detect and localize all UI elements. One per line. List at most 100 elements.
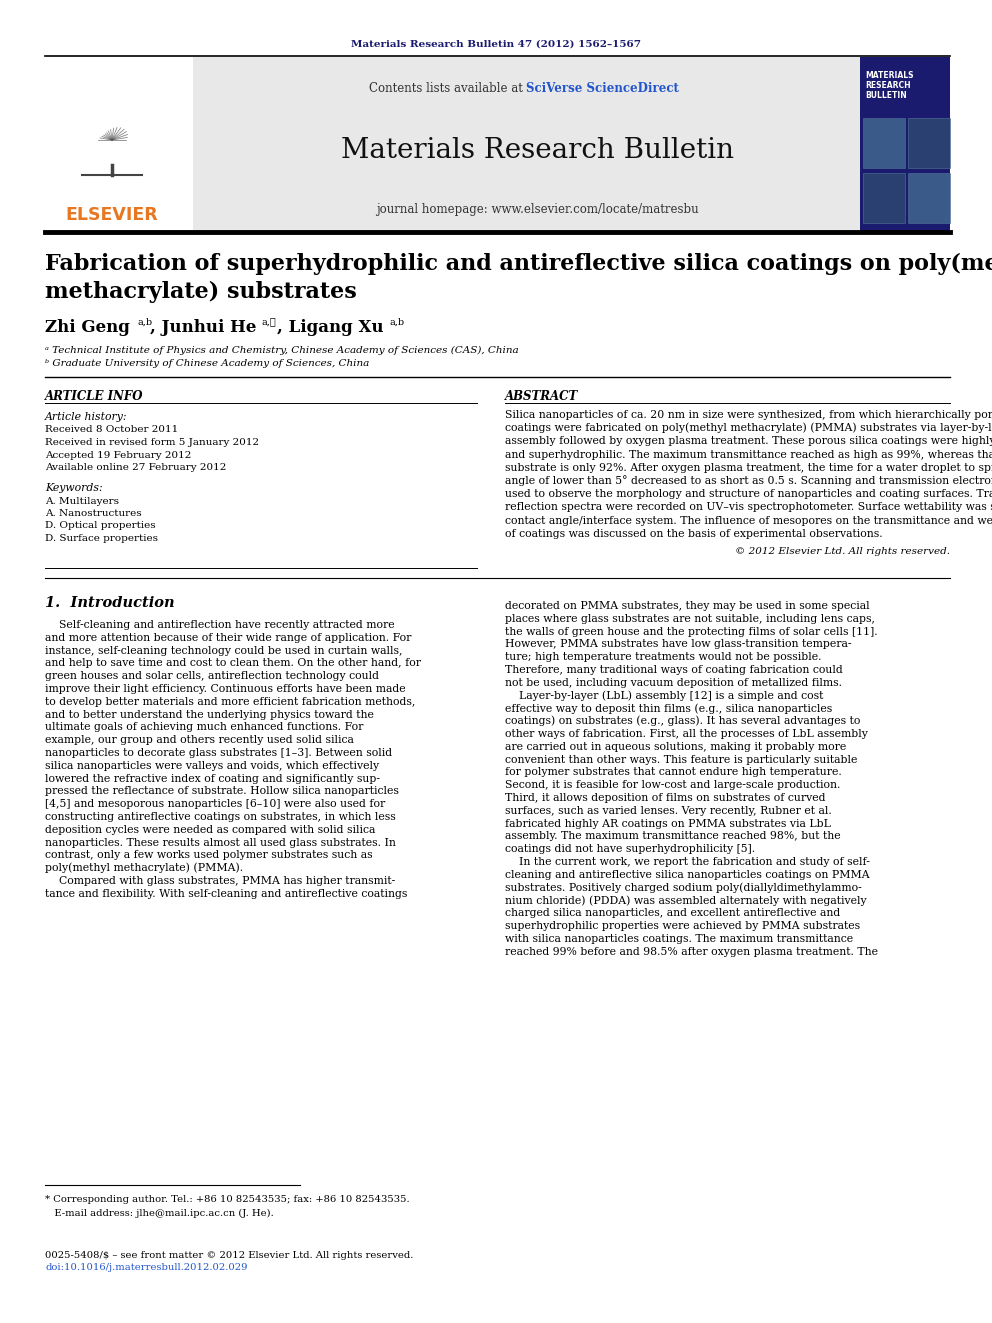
Text: 0025-5408/$ – see front matter © 2012 Elsevier Ltd. All rights reserved.: 0025-5408/$ – see front matter © 2012 El…	[45, 1250, 414, 1259]
Text: Therefore, many traditional ways of coating fabrication could: Therefore, many traditional ways of coat…	[505, 665, 843, 675]
Text: and help to save time and cost to clean them. On the other hand, for: and help to save time and cost to clean …	[45, 659, 421, 668]
Text: assembly. The maximum transmittance reached 98%, but the: assembly. The maximum transmittance reac…	[505, 831, 840, 841]
Text: green houses and solar cells, antireflection technology could: green houses and solar cells, antireflec…	[45, 671, 379, 681]
Text: In the current work, we report the fabrication and study of self-: In the current work, we report the fabri…	[505, 857, 870, 867]
Text: © 2012 Elsevier Ltd. All rights reserved.: © 2012 Elsevier Ltd. All rights reserved…	[735, 546, 950, 556]
Text: cleaning and antireflective silica nanoparticles coatings on PMMA: cleaning and antireflective silica nanop…	[505, 869, 870, 880]
Text: charged silica nanoparticles, and excellent antireflective and: charged silica nanoparticles, and excell…	[505, 908, 840, 918]
Text: substrate is only 92%. After oxygen plasma treatment, the time for a water dropl: substrate is only 92%. After oxygen plas…	[505, 463, 992, 472]
Text: for polymer substrates that cannot endure high temperature.: for polymer substrates that cannot endur…	[505, 767, 842, 778]
Text: D. Optical properties: D. Optical properties	[45, 521, 156, 531]
Bar	[860, 57, 950, 232]
Text: journal homepage: www.elsevier.com/locate/matresbu: journal homepage: www.elsevier.com/locat…	[376, 204, 698, 217]
Text: , Ligang Xu: , Ligang Xu	[277, 319, 384, 336]
Text: places where glass substrates are not suitable, including lens caps,: places where glass substrates are not su…	[505, 614, 875, 624]
Text: 1.  Introduction: 1. Introduction	[45, 595, 175, 610]
Text: A. Nanostructures: A. Nanostructures	[45, 509, 142, 519]
Text: reflection spectra were recorded on UV–vis spectrophotometer. Surface wettabilit: reflection spectra were recorded on UV–v…	[505, 503, 992, 512]
Text: contact angle/interface system. The influence of mesopores on the transmittance : contact angle/interface system. The infl…	[505, 516, 992, 525]
Bar	[863, 118, 905, 168]
Text: [4,5] and mesoporous nanoparticles [6–10] were also used for: [4,5] and mesoporous nanoparticles [6–10…	[45, 799, 385, 810]
Text: Received in revised form 5 January 2012: Received in revised form 5 January 2012	[45, 438, 259, 447]
Text: BULLETIN: BULLETIN	[865, 90, 907, 99]
Text: However, PMMA substrates have low glass-transition tempera-: However, PMMA substrates have low glass-…	[505, 639, 851, 650]
Text: tance and flexibility. With self-cleaning and antireflective coatings: tance and flexibility. With self-cleanin…	[45, 889, 408, 898]
Text: Available online 27 February 2012: Available online 27 February 2012	[45, 463, 226, 472]
Text: and to better understand the underlying physics toward the: and to better understand the underlying …	[45, 709, 374, 720]
Text: MATERIALS: MATERIALS	[865, 70, 914, 79]
Text: other ways of fabrication. First, all the processes of LbL assembly: other ways of fabrication. First, all th…	[505, 729, 868, 740]
Bar	[45, 57, 950, 232]
Text: coatings were fabricated on poly(methyl methacrylate) (PMMA) substrates via laye: coatings were fabricated on poly(methyl …	[505, 423, 992, 434]
Text: constructing antireflective coatings on substrates, in which less: constructing antireflective coatings on …	[45, 812, 396, 822]
Bar	[863, 173, 905, 224]
Text: substrates. Positively charged sodium poly(diallyldimethylammo-: substrates. Positively charged sodium po…	[505, 882, 862, 893]
Text: Received 8 October 2011: Received 8 October 2011	[45, 426, 179, 434]
Text: ᵇ Graduate University of Chinese Academy of Sciences, China: ᵇ Graduate University of Chinese Academy…	[45, 360, 369, 369]
Text: nium chloride) (PDDA) was assembled alternately with negatively: nium chloride) (PDDA) was assembled alte…	[505, 896, 867, 906]
Text: assembly followed by oxygen plasma treatment. These porous silica coatings were : assembly followed by oxygen plasma treat…	[505, 437, 992, 446]
Text: Fabrication of superhydrophilic and antireflective silica coatings on poly(methy: Fabrication of superhydrophilic and anti…	[45, 253, 992, 275]
Text: silica nanoparticles were valleys and voids, which effectively: silica nanoparticles were valleys and vo…	[45, 761, 379, 771]
Text: ultimate goals of achieving much enhanced functions. For: ultimate goals of achieving much enhance…	[45, 722, 363, 733]
Text: D. Surface properties: D. Surface properties	[45, 534, 158, 542]
Text: a,b: a,b	[137, 318, 152, 327]
Text: and more attention because of their wide range of application. For: and more attention because of their wide…	[45, 632, 412, 643]
Text: convenient than other ways. This feature is particularly suitable: convenient than other ways. This feature…	[505, 754, 857, 765]
Text: nanoparticles. These results almost all used glass substrates. In: nanoparticles. These results almost all …	[45, 837, 396, 848]
Text: example, our group and others recently used solid silica: example, our group and others recently u…	[45, 736, 354, 745]
Text: Keywords:: Keywords:	[45, 483, 102, 493]
Text: , Junhui He: , Junhui He	[150, 319, 256, 336]
Text: are carried out in aqueous solutions, making it probably more: are carried out in aqueous solutions, ma…	[505, 742, 846, 751]
Text: SciVerse ScienceDirect: SciVerse ScienceDirect	[527, 82, 680, 94]
Text: decorated on PMMA substrates, they may be used in some special: decorated on PMMA substrates, they may b…	[505, 601, 870, 611]
Text: Third, it allows deposition of films on substrates of curved: Third, it allows deposition of films on …	[505, 792, 825, 803]
Text: Accepted 19 February 2012: Accepted 19 February 2012	[45, 451, 191, 459]
Text: pressed the reflectance of substrate. Hollow silica nanoparticles: pressed the reflectance of substrate. Ho…	[45, 786, 399, 796]
Text: improve their light efficiency. Continuous efforts have been made: improve their light efficiency. Continuo…	[45, 684, 406, 695]
Text: Layer-by-layer (LbL) assembly [12] is a simple and cost: Layer-by-layer (LbL) assembly [12] is a …	[505, 691, 823, 701]
Text: reached 99% before and 98.5% after oxygen plasma treatment. The: reached 99% before and 98.5% after oxyge…	[505, 946, 878, 957]
Text: of coatings was discussed on the basis of experimental observations.: of coatings was discussed on the basis o…	[505, 529, 883, 538]
Text: not be used, including vacuum deposition of metallized films.: not be used, including vacuum deposition…	[505, 677, 842, 688]
Text: ᵃ Technical Institute of Physics and Chemistry, Chinese Academy of Sciences (CAS: ᵃ Technical Institute of Physics and Che…	[45, 345, 519, 355]
Text: ARTICLE INFO: ARTICLE INFO	[45, 389, 144, 402]
Text: poly(methyl methacrylate) (PMMA).: poly(methyl methacrylate) (PMMA).	[45, 863, 243, 873]
Text: Zhi Geng: Zhi Geng	[45, 319, 130, 336]
Text: Materials Research Bulletin: Materials Research Bulletin	[341, 136, 734, 164]
Text: effective way to deposit thin films (e.g., silica nanoparticles: effective way to deposit thin films (e.g…	[505, 703, 832, 713]
Text: RESEARCH: RESEARCH	[865, 81, 911, 90]
Bar	[45, 57, 193, 232]
Text: and superhydrophilic. The maximum transmittance reached as high as 99%, whereas : and superhydrophilic. The maximum transm…	[505, 450, 992, 459]
Text: a,b: a,b	[390, 318, 405, 327]
Text: instance, self-cleaning technology could be used in curtain walls,: instance, self-cleaning technology could…	[45, 646, 403, 656]
Text: lowered the refractive index of coating and significantly sup-: lowered the refractive index of coating …	[45, 774, 380, 783]
Text: Second, it is feasible for low-cost and large-scale production.: Second, it is feasible for low-cost and …	[505, 781, 840, 790]
Text: E-mail address: jlhe@mail.ipc.ac.cn (J. He).: E-mail address: jlhe@mail.ipc.ac.cn (J. …	[45, 1208, 274, 1217]
Text: deposition cycles were needed as compared with solid silica: deposition cycles were needed as compare…	[45, 824, 375, 835]
Text: angle of lower than 5° decreased to as short as 0.5 s. Scanning and transmission: angle of lower than 5° decreased to as s…	[505, 475, 992, 487]
Text: * Corresponding author. Tel.: +86 10 82543535; fax: +86 10 82543535.: * Corresponding author. Tel.: +86 10 825…	[45, 1196, 410, 1204]
Text: methacrylate) substrates: methacrylate) substrates	[45, 280, 357, 303]
Text: ture; high temperature treatments would not be possible.: ture; high temperature treatments would …	[505, 652, 821, 663]
Text: Contents lists available at: Contents lists available at	[369, 82, 527, 94]
Text: ABSTRACT: ABSTRACT	[505, 389, 578, 402]
Text: coatings) on substrates (e.g., glass). It has several advantages to: coatings) on substrates (e.g., glass). I…	[505, 716, 860, 726]
Text: nanoparticles to decorate glass substrates [1–3]. Between solid: nanoparticles to decorate glass substrat…	[45, 747, 392, 758]
Text: A. Multilayers: A. Multilayers	[45, 496, 119, 505]
Text: surfaces, such as varied lenses. Very recently, Rubner et al.: surfaces, such as varied lenses. Very re…	[505, 806, 831, 816]
Text: used to observe the morphology and structure of nanoparticles and coating surfac: used to observe the morphology and struc…	[505, 490, 992, 499]
Text: Compared with glass substrates, PMMA has higher transmit-: Compared with glass substrates, PMMA has…	[45, 876, 395, 886]
Text: to develop better materials and more efficient fabrication methods,: to develop better materials and more eff…	[45, 697, 416, 706]
Text: with silica nanoparticles coatings. The maximum transmittance: with silica nanoparticles coatings. The …	[505, 934, 853, 943]
Text: a,⋆: a,⋆	[262, 318, 277, 327]
Text: superhydrophilic properties were achieved by PMMA substrates: superhydrophilic properties were achieve…	[505, 921, 860, 931]
Text: Silica nanoparticles of ca. 20 nm in size were synthesized, from which hierarchi: Silica nanoparticles of ca. 20 nm in siz…	[505, 410, 992, 419]
Bar	[908, 118, 950, 168]
Text: contrast, only a few works used polymer substrates such as: contrast, only a few works used polymer …	[45, 851, 373, 860]
Text: coatings did not have superhydrophilicity [5].: coatings did not have superhydrophilicit…	[505, 844, 755, 855]
Text: fabricated highly AR coatings on PMMA substrates via LbL: fabricated highly AR coatings on PMMA su…	[505, 819, 831, 828]
Text: Self-cleaning and antireflection have recently attracted more: Self-cleaning and antireflection have re…	[45, 620, 395, 630]
Text: ELSEVIER: ELSEVIER	[65, 206, 159, 224]
Text: Materials Research Bulletin 47 (2012) 1562–1567: Materials Research Bulletin 47 (2012) 15…	[351, 40, 641, 49]
